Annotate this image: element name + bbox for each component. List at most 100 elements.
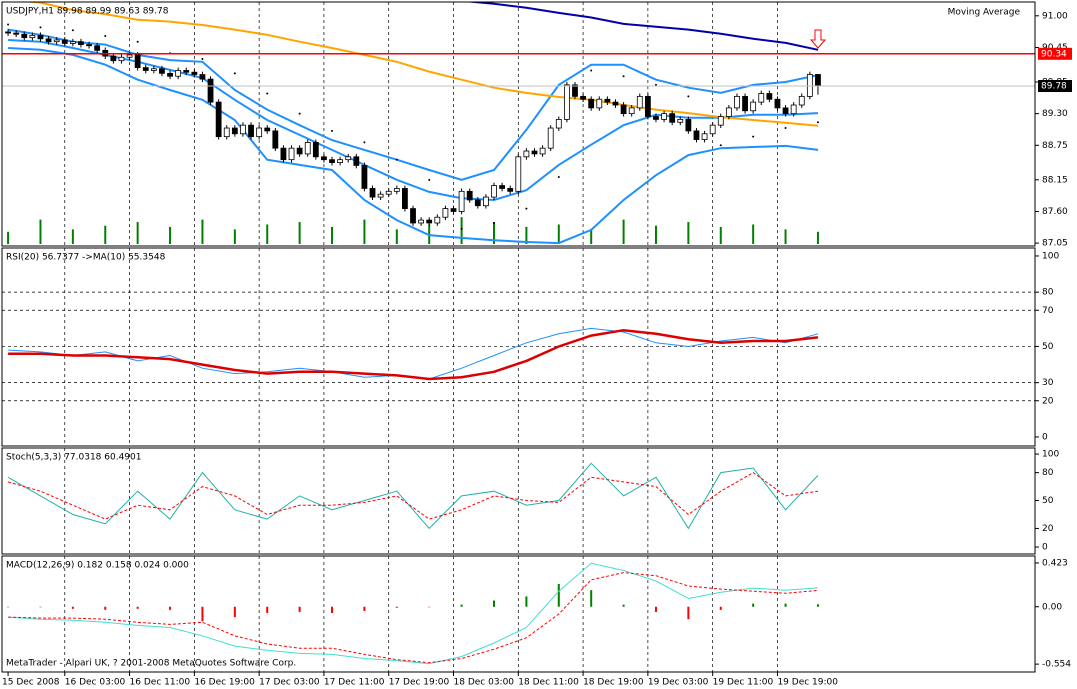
- candle-body: [612, 101, 619, 106]
- indicator-line: [8, 39, 819, 202]
- x-tick-label: 18 Dec 11:00: [518, 678, 579, 688]
- candle-body: [256, 127, 263, 138]
- candle-body: [596, 98, 603, 109]
- histogram-bar: [784, 603, 787, 607]
- histogram-bar: [687, 606, 690, 620]
- candle-body: [345, 156, 352, 161]
- histogram-bar: [752, 603, 755, 607]
- candle-body: [183, 70, 190, 73]
- candle-body: [725, 107, 732, 117]
- sar-dot: [104, 34, 107, 37]
- candle-body: [86, 44, 92, 47]
- sar-dot: [654, 83, 657, 86]
- candle-body: [240, 124, 246, 135]
- candle-body: [442, 208, 449, 218]
- candle-body: [37, 34, 44, 40]
- candle-body: [280, 147, 287, 161]
- histogram-bar: [266, 606, 269, 613]
- sar-dot: [493, 221, 496, 224]
- candle-body: [580, 95, 586, 100]
- panel-frame: [1, 1, 1036, 247]
- sar-dot: [784, 127, 787, 130]
- sar-dot: [752, 135, 755, 138]
- volume-bar: [136, 222, 139, 244]
- y-tick-label: 88.75: [1042, 141, 1068, 151]
- price-level-box: [1038, 80, 1072, 93]
- panel-title: Stoch(5,3,3) 77.0318 60.4901: [6, 453, 141, 463]
- sar-dot: [460, 227, 463, 230]
- candle-body: [61, 39, 68, 44]
- candle-body: [167, 72, 173, 77]
- candle-body: [563, 84, 570, 120]
- histogram-bar: [816, 604, 819, 607]
- candle-body: [750, 101, 757, 112]
- x-tick-label: 16 Dec 19:00: [194, 678, 255, 688]
- candle-body: [685, 118, 692, 132]
- y-tick-label: 91.00: [1042, 11, 1068, 21]
- indicator-line: [7, 472, 819, 520]
- volume-bar: [201, 219, 204, 244]
- y-tick-label: 0.00: [1042, 602, 1062, 612]
- y-tick-label: 88.15: [1042, 175, 1068, 185]
- y-tick-label: 80: [1042, 468, 1054, 478]
- sar-dot: [233, 72, 236, 75]
- candle-body: [159, 68, 165, 74]
- candle-body: [620, 104, 627, 115]
- panel-title: MACD(12,26,9) 0.182 0.158 0.024 0.000: [6, 561, 189, 571]
- candle-body: [604, 98, 611, 103]
- candle-body: [515, 156, 522, 192]
- volume-bar: [233, 229, 236, 244]
- sar-dot: [622, 75, 625, 78]
- candle-body: [539, 147, 546, 155]
- histogram-bar: [39, 606, 42, 608]
- candle-body: [329, 159, 335, 163]
- volume-bar: [395, 229, 398, 244]
- candle-body: [717, 116, 724, 126]
- x-tick-label: 17 Dec 03:00: [259, 678, 320, 688]
- candle-body: [790, 104, 797, 115]
- candle-body: [483, 196, 489, 207]
- histogram-bar: [71, 606, 74, 609]
- sar-dot: [298, 112, 301, 115]
- sar-dot: [525, 207, 528, 210]
- candle-body: [231, 127, 238, 135]
- volume-bar: [719, 226, 722, 244]
- sar-dot: [428, 178, 431, 181]
- sar-dot: [71, 29, 74, 32]
- price-level-label: 90.34: [1041, 49, 1067, 59]
- volume-bar: [298, 222, 301, 244]
- candle-body: [806, 74, 813, 97]
- volume-bar: [71, 229, 74, 244]
- candle-body: [774, 98, 781, 109]
- candle-body: [288, 147, 295, 161]
- histogram-bar: [525, 596, 528, 607]
- sar-dot: [331, 129, 334, 132]
- signal-arrow: [809, 29, 827, 49]
- panel: [7, 448, 819, 554]
- histogram-bar: [719, 606, 722, 610]
- sar-dot: [687, 95, 690, 98]
- sar-dot: [590, 69, 593, 72]
- candle-body: [410, 208, 416, 224]
- candle-body: [69, 41, 76, 44]
- y-tick-label: 20: [1042, 396, 1054, 406]
- sar-dot: [201, 57, 204, 60]
- candle-body: [815, 74, 821, 87]
- candle-body: [766, 93, 773, 100]
- y-tick-label: 70: [1042, 306, 1054, 316]
- histogram-bar: [201, 606, 204, 622]
- panel: [2, 248, 1035, 446]
- candle-body: [669, 113, 676, 123]
- indicator-line: [22, 2, 819, 127]
- candle-body: [507, 188, 514, 192]
- candle-body: [393, 188, 400, 192]
- candle-body: [312, 142, 319, 158]
- indicator-line: [8, 47, 819, 245]
- candle-body: [434, 216, 441, 224]
- candle-body: [321, 156, 327, 161]
- volume-bar: [331, 226, 334, 244]
- candle-body: [272, 130, 279, 149]
